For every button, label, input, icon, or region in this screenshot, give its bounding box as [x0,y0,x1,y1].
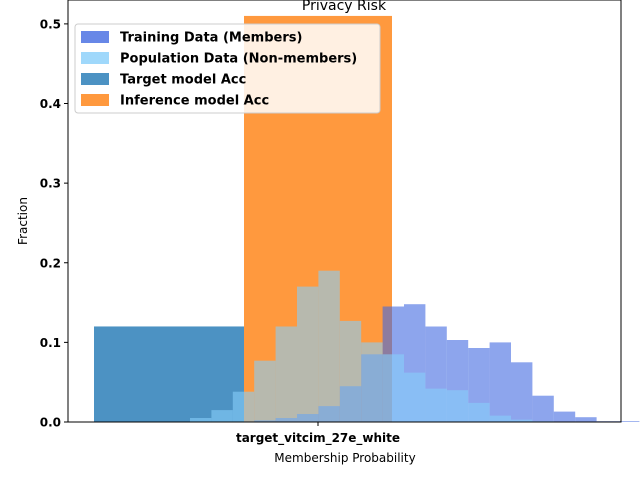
x-axis-label: Membership Probability [274,451,415,465]
nonmembers-hist-bin [511,419,533,422]
y-tick-label: 0.0 [40,416,61,430]
legend-swatch [81,31,109,43]
members-hist-bin [575,417,597,422]
legend-label: Inference model Acc [120,94,269,109]
x-tick-label: target_vitcim_27e_white [236,431,400,446]
nonmembers-hist-bin [425,388,447,422]
nonmembers-hist-bin [318,270,340,422]
nonmembers-hist-bin [382,354,404,422]
y-tick-label: 0.4 [40,97,61,111]
nonmembers-hist-bin [275,326,297,422]
legend-box [74,23,381,114]
members-hist-bin [489,342,511,422]
y-axis: 0.0 0.1 0.2 0.3 0.4 0.5 [40,17,68,430]
legend-label: Target model Acc [120,73,246,88]
axes-frame [67,0,622,423]
members-hist-bin [511,362,533,422]
target-model-acc-bar [94,326,244,422]
x-axis: target_vitcim_27e_white [236,422,400,446]
legend-label: Population Data (Non-members) [120,52,357,67]
legend-swatch [81,94,109,106]
nonmembers-hist-bin [489,415,511,422]
members-hist-bin [553,411,576,422]
nonmembers-hist-bin [339,320,362,422]
members-hist-bin [618,421,640,422]
y-tick-label: 0.1 [40,336,61,350]
nonmembers-hist-bin [468,402,490,422]
nonmembers-hist-bin [232,391,255,422]
y-tick-label: 0.5 [40,17,61,31]
y-tick-label: 0.2 [40,256,61,270]
nonmembers-hist-bin [404,372,426,422]
nonmembers-hist-bin [211,410,233,422]
legend-label: Training Data (Members) [120,31,302,46]
chart-title: Privacy Risk [302,0,387,14]
nonmembers-hist-bin [361,342,383,422]
legend: Training Data (Members) Population Data (… [74,23,381,114]
nonmembers-hist-bin [254,360,276,422]
y-tick-label: 0.3 [40,177,61,191]
legend-swatch [81,73,109,85]
legend-swatch [81,52,109,64]
nonmembers-hist-bin [297,286,319,422]
y-axis-label: Fraction [16,197,30,245]
members-hist-bin [532,395,554,422]
nonmembers-hist-bin [446,390,469,422]
nonmembers-hist-bin [190,418,212,422]
